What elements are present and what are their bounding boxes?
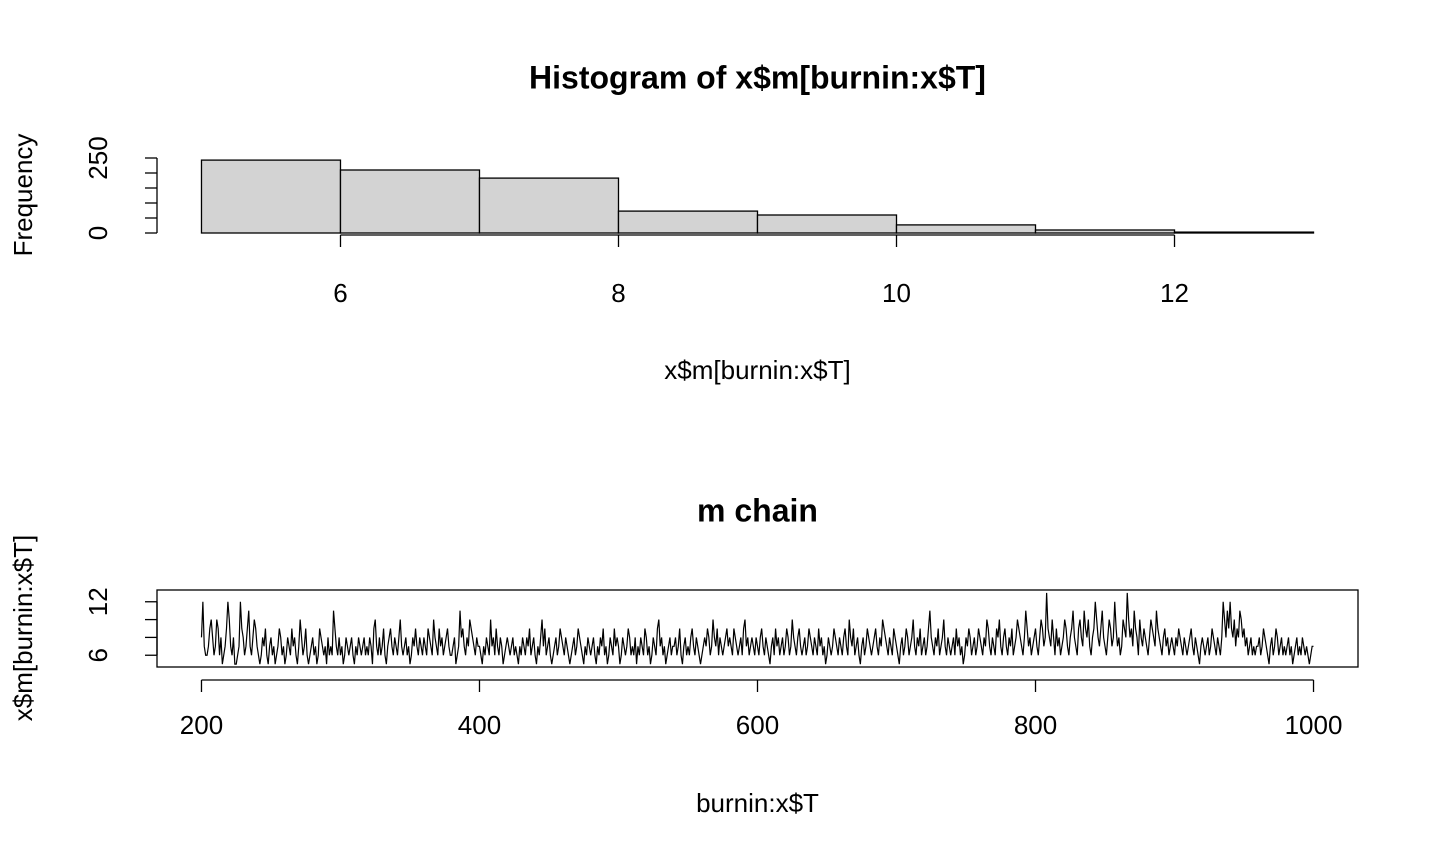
x-tick-label: 1000	[1285, 710, 1343, 740]
y-axis-title: x$m[burnin:x$T]	[8, 535, 38, 721]
histogram-bar	[756, 214, 898, 234]
y-tick-label: 250	[83, 136, 113, 179]
x-tick-label: 400	[458, 710, 501, 740]
chart-title: Histogram of x$m[burnin:x$T]	[529, 59, 986, 95]
y-tick-label: 12	[83, 587, 113, 616]
plot-box	[156, 589, 1359, 668]
histogram-bar	[1173, 231, 1315, 234]
x-tick-label: 600	[736, 710, 779, 740]
y-axis-title: Frequency	[8, 134, 38, 257]
histogram-bar	[478, 177, 620, 234]
histogram-bar	[617, 210, 759, 234]
x-axis-title: x$m[burnin:x$T]	[664, 355, 850, 385]
chart-title: m chain	[697, 492, 818, 528]
histogram-bar	[200, 159, 342, 234]
histogram-bar	[1034, 229, 1176, 234]
histogram-bar	[339, 169, 481, 234]
x-tick-label: 12	[1160, 278, 1189, 308]
y-tick-label: 0	[83, 226, 113, 240]
x-tick-label: 800	[1014, 710, 1057, 740]
trace-line	[200, 592, 1314, 665]
x-tick-label: 200	[180, 710, 223, 740]
x-tick-label: 8	[611, 278, 625, 308]
x-axis-title: burnin:x$T	[696, 788, 819, 818]
y-tick-label: 6	[83, 648, 113, 662]
x-tick-label: 6	[333, 278, 347, 308]
histogram-bar	[895, 224, 1037, 234]
x-tick-label: 10	[882, 278, 911, 308]
